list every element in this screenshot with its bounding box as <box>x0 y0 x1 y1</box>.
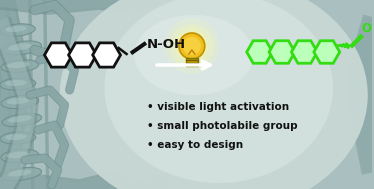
Text: N-OH: N-OH <box>147 37 186 50</box>
Ellipse shape <box>8 116 32 122</box>
Ellipse shape <box>7 98 29 104</box>
Circle shape <box>175 29 209 63</box>
Polygon shape <box>291 41 317 63</box>
Ellipse shape <box>5 134 27 140</box>
Ellipse shape <box>0 24 35 36</box>
Circle shape <box>170 24 214 68</box>
Polygon shape <box>93 43 120 67</box>
FancyArrowPatch shape <box>157 61 210 69</box>
Ellipse shape <box>8 43 32 51</box>
Polygon shape <box>45 43 72 67</box>
Polygon shape <box>247 41 273 63</box>
FancyBboxPatch shape <box>186 58 198 66</box>
Polygon shape <box>269 41 295 63</box>
Ellipse shape <box>2 167 42 180</box>
Ellipse shape <box>7 152 29 158</box>
Ellipse shape <box>0 132 36 144</box>
Ellipse shape <box>59 0 368 189</box>
Ellipse shape <box>104 0 333 183</box>
Circle shape <box>179 33 205 59</box>
Ellipse shape <box>1 60 39 72</box>
Ellipse shape <box>8 170 32 176</box>
Ellipse shape <box>6 26 26 32</box>
Text: • easy to design: • easy to design <box>147 140 243 150</box>
Circle shape <box>164 18 220 74</box>
Circle shape <box>183 37 201 55</box>
Text: • small photolabile group: • small photolabile group <box>147 121 298 131</box>
Polygon shape <box>314 41 340 63</box>
Ellipse shape <box>1 95 39 109</box>
Text: O: O <box>362 22 372 35</box>
Ellipse shape <box>134 15 254 95</box>
Text: • visible light activation: • visible light activation <box>147 102 289 112</box>
Ellipse shape <box>7 62 29 68</box>
Ellipse shape <box>5 80 27 86</box>
Polygon shape <box>68 43 96 67</box>
Ellipse shape <box>0 78 36 90</box>
Ellipse shape <box>1 149 39 163</box>
Ellipse shape <box>2 113 42 127</box>
Ellipse shape <box>2 41 42 55</box>
